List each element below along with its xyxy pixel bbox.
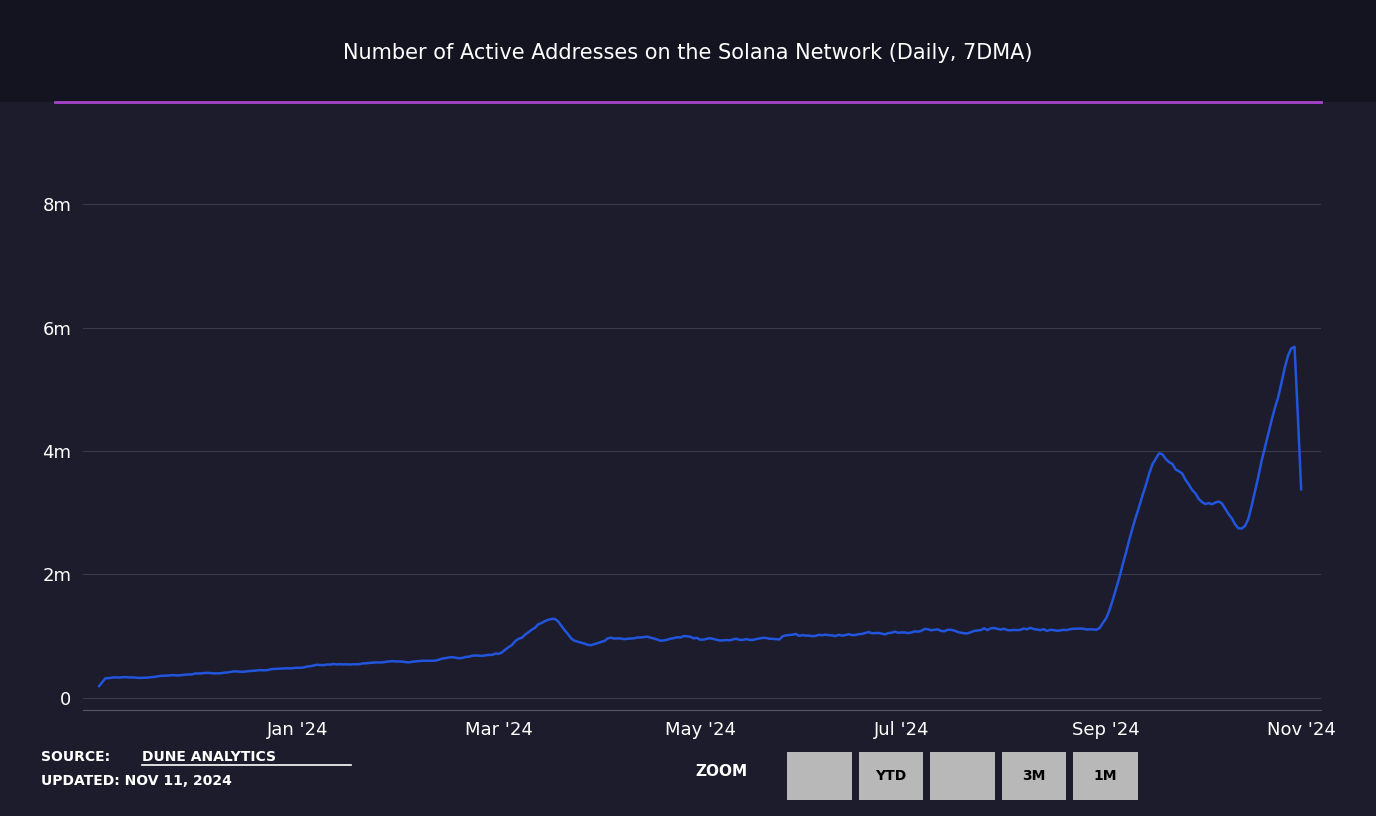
Text: Number of Active Addresses on the Solana Network (Daily, 7DMA): Number of Active Addresses on the Solana… (343, 43, 1033, 63)
Text: 1M: 1M (1094, 769, 1117, 783)
Text: YTD: YTD (875, 769, 907, 783)
Text: 3M: 3M (1022, 769, 1046, 783)
Text: UPDATED: NOV 11, 2024: UPDATED: NOV 11, 2024 (41, 774, 233, 788)
Circle shape (1292, 18, 1358, 85)
Text: ZOOM: ZOOM (695, 764, 747, 778)
Text: SOURCE:: SOURCE: (41, 750, 116, 765)
Text: DUNE ANALYTICS: DUNE ANALYTICS (142, 750, 275, 765)
